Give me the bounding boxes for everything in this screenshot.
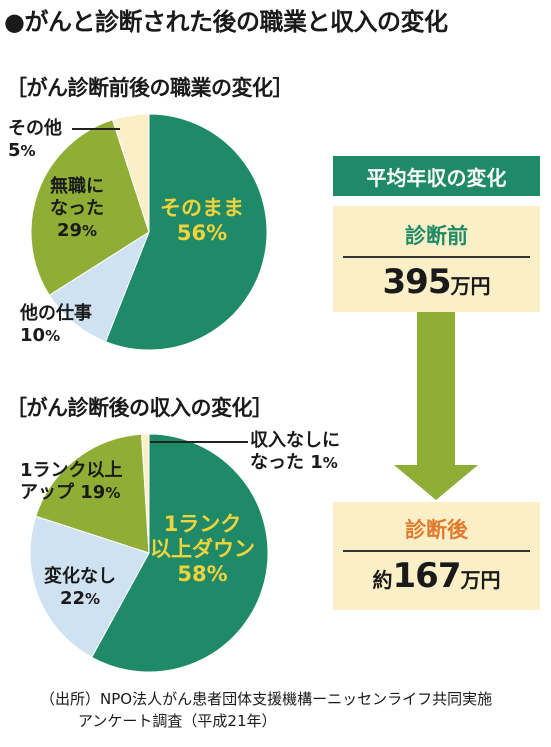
pie1-slices xyxy=(30,113,268,351)
pie1-title: ［がん診断前後の職業の変化］ xyxy=(6,76,294,100)
pie1-slice-3 xyxy=(111,113,150,233)
before-value: 395万円 xyxy=(382,262,491,302)
slice-label-down: 1ランク 以上ダウン 58% xyxy=(150,512,255,586)
after-box: 診断後 約167万円 xyxy=(333,502,540,610)
before-rule xyxy=(343,256,530,258)
slice-label-keep: そのまま 56% xyxy=(160,196,244,245)
pie1-slice-0 xyxy=(104,113,268,351)
slice-label-up: 1ランク以上 アップ 19% xyxy=(20,460,123,503)
slice-label-none: 収入なしに なった 1% xyxy=(250,430,340,473)
pie2-slice-3 xyxy=(140,433,150,554)
pie1-slice-1 xyxy=(48,230,151,343)
income-panel-header: 平均年収の変化 xyxy=(333,156,540,196)
slice-label-jobless: 無職に なった 29% xyxy=(50,176,104,241)
source-line-1: （出所）NPO法人がん患者団体支援機構ーニッセンライフ共同実施 xyxy=(40,690,493,708)
source-line-2: アンケート調査（平成21年） xyxy=(78,712,277,730)
leader-line-none xyxy=(150,441,248,443)
before-box: 診断前 395万円 xyxy=(333,206,540,312)
main-title: ●がんと診断された後の職業と収入の変化 xyxy=(4,8,448,36)
pie2-slices xyxy=(29,433,269,673)
pie2-slice-0 xyxy=(90,433,269,673)
slice-label-other-job: 他の仕事 10% xyxy=(20,303,92,346)
pie2-slice-1 xyxy=(29,515,150,658)
after-label: 診断後 xyxy=(405,518,468,542)
slice-label-other: その他 5% xyxy=(8,118,62,161)
after-value: 約167万円 xyxy=(372,556,501,596)
slice-label-same: 変化なし 22% xyxy=(44,566,116,609)
down-arrow xyxy=(394,312,478,500)
pie2-title: ［がん診断後の収入の変化］ xyxy=(6,396,273,420)
after-rule xyxy=(343,550,530,552)
source-note: （出所）NPO法人がん患者団体支援機構ーニッセンライフ共同実施 アンケート調査（… xyxy=(40,688,492,732)
leader-line-other xyxy=(72,128,120,130)
pie2-slice-2 xyxy=(35,433,150,554)
before-label: 診断前 xyxy=(405,224,468,248)
arrow-shape xyxy=(394,312,478,500)
